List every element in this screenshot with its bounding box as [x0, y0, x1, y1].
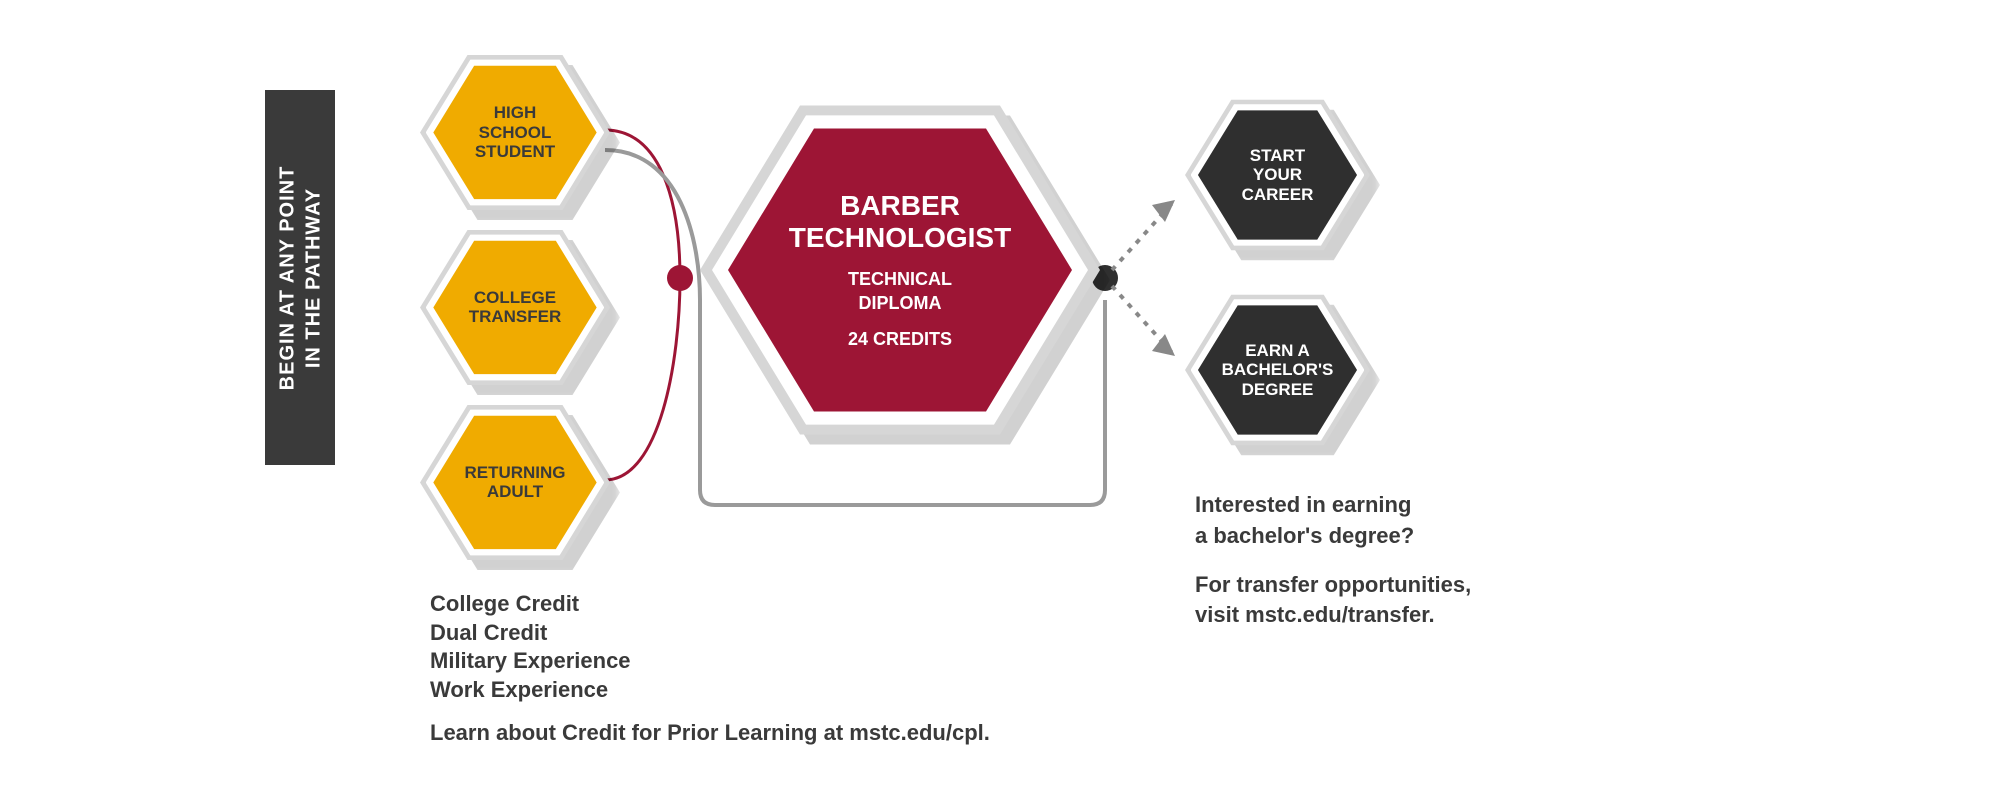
pathway-diagram: BEGIN AT ANY POINTIN THE PATHWAY HIGHSCH… — [0, 0, 2000, 800]
credit-list-item: College Credit — [430, 590, 631, 619]
outcome-hex-label: STARTYOURCAREER — [1242, 146, 1314, 205]
credit-list-item: Dual Credit — [430, 619, 631, 648]
outcome-hex-career: STARTYOURCAREER — [1185, 95, 1370, 255]
entry-hex-label: COLLEGETRANSFER — [469, 288, 562, 327]
entry-hex-label: RETURNINGADULT — [464, 463, 565, 502]
credit-list-item: Work Experience — [430, 676, 631, 705]
outcome-hex-label: EARN ABACHELOR'SDEGREE — [1222, 341, 1334, 400]
outcome-info-text: Interested in earninga bachelor's degree… — [1195, 490, 1471, 631]
entry-hex-college-transfer: COLLEGETRANSFER — [420, 225, 610, 390]
outcome-hex-bachelors: EARN ABACHELOR'SDEGREE — [1185, 290, 1370, 450]
entry-hex-label: HIGHSCHOOLSTUDENT — [475, 103, 555, 162]
credit-list-item: Military Experience — [430, 647, 631, 676]
cpl-text: Learn about Credit for Prior Learning at… — [430, 720, 990, 746]
entry-hex-high-school: HIGHSCHOOLSTUDENT — [420, 50, 610, 215]
center-hex-title: BARBERTECHNOLOGIST — [789, 190, 1011, 254]
outcome-question: Interested in earninga bachelor's degree… — [1195, 492, 1414, 548]
pathway-intro-bar: BEGIN AT ANY POINTIN THE PATHWAY — [265, 90, 335, 465]
center-hex-subtitle: TECHNICALDIPLOMA — [848, 268, 952, 315]
pathway-intro-text: BEGIN AT ANY POINTIN THE PATHWAY — [274, 165, 326, 390]
center-hex-program: BARBERTECHNOLOGIST TECHNICALDIPLOMA 24 C… — [700, 95, 1100, 445]
center-hex-credits: 24 CREDITS — [848, 329, 952, 350]
credit-list: College Credit Dual Credit Military Expe… — [430, 590, 631, 704]
entry-hex-returning-adult: RETURNINGADULT — [420, 400, 610, 565]
outcome-transfer: For transfer opportunities,visit mstc.ed… — [1195, 570, 1471, 632]
